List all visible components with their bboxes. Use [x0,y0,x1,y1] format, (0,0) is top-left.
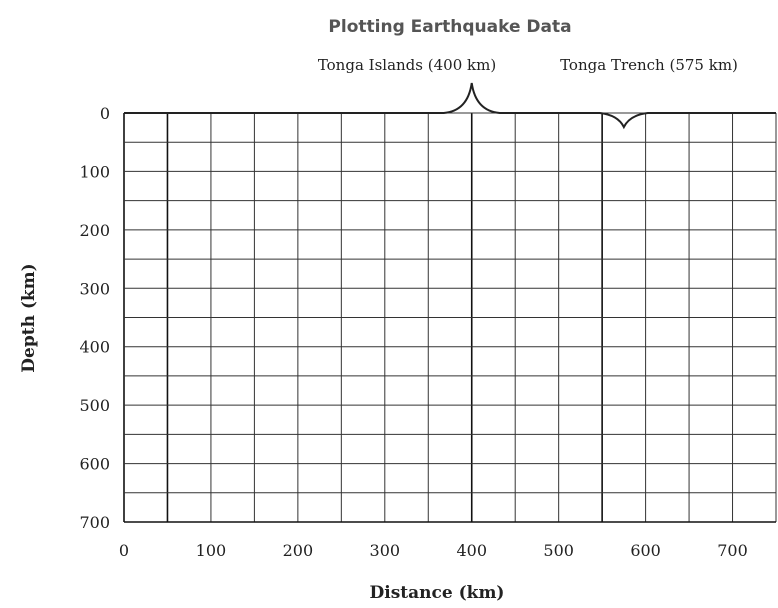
x-tick-label: 100 [196,541,227,560]
y-tick-label: 500 [79,396,110,415]
y-tick-label: 100 [79,162,110,181]
x-tick-label: 400 [456,541,487,560]
annotation-tonga-islands: Tonga Islands (400 km) [318,56,496,74]
x-tick-label: 300 [370,541,401,560]
y-tick-label: 300 [79,279,110,298]
sea-floor-profile-line [124,82,776,130]
y-tick-label: 700 [79,513,110,532]
y-tick-label: 400 [79,338,110,357]
grid [123,112,777,523]
y-tick-label: 600 [79,455,110,474]
y-tick-label: 200 [79,221,110,240]
y-axis-label: Depth (km) [19,263,39,372]
x-tick-label: 700 [717,541,748,560]
tick-labels: 0 100 200 300 400 500 600 700 0 100 200 300 400 500 60… [79,104,747,560]
x-tick-label: 500 [543,541,574,560]
x-tick-label: 0 [119,541,129,560]
chart-title: Plotting Earthquake Data [328,17,571,37]
x-tick-label: 200 [283,541,314,560]
x-tick-label: 600 [630,541,661,560]
x-axis-label: Distance (km) [370,583,505,603]
y-tick-label: 0 [100,104,110,123]
annotation-tonga-trench: Tonga Trench (575 km) [560,56,738,74]
